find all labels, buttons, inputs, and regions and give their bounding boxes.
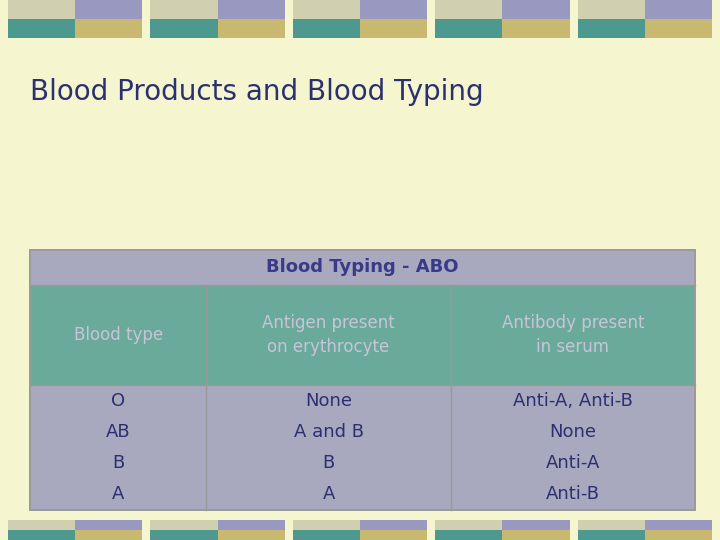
Text: Anti-B: Anti-B [546, 485, 600, 503]
Text: B: B [112, 454, 125, 472]
Bar [150, 520, 217, 530]
Bar [293, 520, 360, 530]
Bar [577, 19, 645, 38]
Bar [360, 530, 427, 540]
Bar [293, 19, 360, 38]
Bar [645, 530, 712, 540]
Bar [503, 19, 570, 38]
Text: A: A [323, 485, 335, 503]
Bar [8, 19, 75, 38]
Bar [577, 520, 645, 530]
Bar [75, 0, 143, 19]
Bar [8, 530, 75, 540]
Text: O: O [111, 392, 125, 410]
Text: AB: AB [106, 423, 130, 441]
Text: None: None [549, 423, 596, 441]
Bar [503, 520, 570, 530]
Bar [217, 19, 285, 38]
Bar [217, 0, 285, 19]
Bar [360, 0, 427, 19]
Bar [503, 530, 570, 540]
Bar [293, 0, 360, 19]
Bar [503, 0, 570, 19]
Text: A and B: A and B [294, 423, 364, 441]
Bar [75, 520, 143, 530]
Bar [30, 250, 695, 285]
Bar [645, 0, 712, 19]
Bar [293, 530, 360, 540]
Text: Anti-A: Anti-A [546, 454, 600, 472]
Bar [645, 19, 712, 38]
Text: Antigen present
on erythrocyte: Antigen present on erythrocyte [262, 314, 395, 356]
Bar [150, 19, 217, 38]
Bar [30, 250, 695, 510]
Bar [217, 520, 285, 530]
Text: Blood Products and Blood Typing: Blood Products and Blood Typing [30, 78, 484, 106]
Bar [8, 0, 75, 19]
Text: B: B [323, 454, 335, 472]
Bar [150, 530, 217, 540]
Bar [645, 520, 712, 530]
Text: None: None [305, 392, 352, 410]
Bar [150, 0, 217, 19]
Bar [217, 530, 285, 540]
Bar [435, 0, 503, 19]
Bar [435, 530, 503, 540]
Bar [577, 530, 645, 540]
Bar [30, 285, 695, 385]
Text: Antibody present
in serum: Antibody present in serum [502, 314, 644, 356]
Bar [75, 19, 143, 38]
Bar [75, 530, 143, 540]
Text: Anti-A, Anti-B: Anti-A, Anti-B [513, 392, 633, 410]
Text: A: A [112, 485, 125, 503]
Text: Blood Typing - ABO: Blood Typing - ABO [266, 259, 459, 276]
Text: Blood type: Blood type [73, 326, 163, 344]
Bar [360, 520, 427, 530]
Bar [435, 520, 503, 530]
Bar [360, 19, 427, 38]
Bar [435, 19, 503, 38]
Bar [30, 250, 695, 510]
Bar [577, 0, 645, 19]
Bar [8, 520, 75, 530]
